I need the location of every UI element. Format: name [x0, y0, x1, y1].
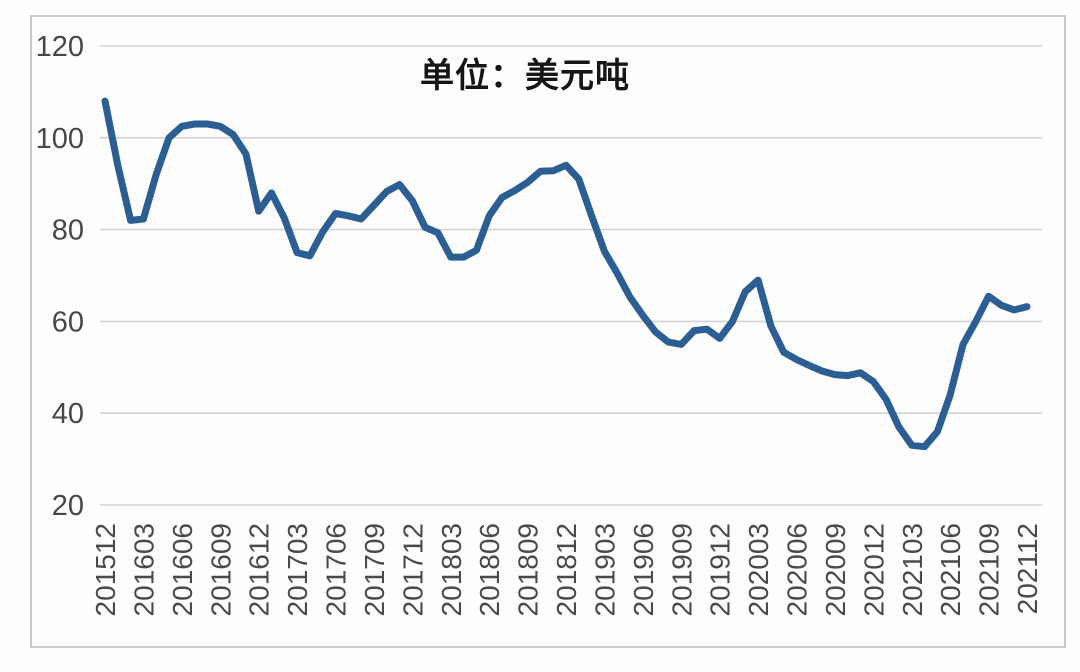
- x-tick-label: 201709: [359, 523, 390, 616]
- x-tick-label: 201609: [205, 523, 236, 616]
- x-tick-label: 202009: [820, 523, 851, 616]
- x-tick-label: 201703: [282, 523, 313, 616]
- y-tick-label: 100: [36, 123, 84, 155]
- y-tick-label: 20: [52, 490, 84, 522]
- x-tick-label: 201706: [321, 523, 352, 616]
- x-tick-label: 202003: [743, 523, 774, 616]
- x-tick-label: 201512: [90, 523, 121, 616]
- x-tick-label: 202006: [782, 523, 813, 616]
- x-tick-label: 201909: [666, 523, 697, 616]
- x-tick-label: 202112: [1012, 523, 1043, 614]
- x-tick-label: 201612: [244, 523, 275, 616]
- x-tick-label: 202106: [935, 523, 966, 616]
- x-tick-label: 201606: [167, 523, 198, 616]
- x-tick-label: 201912: [705, 523, 736, 616]
- price-line-series: [101, 97, 1031, 451]
- x-tick-label: 202103: [897, 523, 928, 616]
- x-tick-label: 201903: [589, 523, 620, 616]
- y-tick-label: 60: [52, 306, 84, 338]
- y-tick-label: 40: [52, 398, 84, 430]
- x-tick-label: 202109: [974, 523, 1005, 616]
- chart-title: 单位：美元吨: [420, 57, 630, 95]
- x-tick-label: 201812: [551, 523, 582, 616]
- x-tick-label: 201806: [474, 523, 505, 616]
- y-tick-label: 80: [52, 215, 84, 247]
- x-tick-label: 202012: [858, 523, 889, 616]
- x-tick-label: 201803: [436, 523, 467, 616]
- x-tick-label: 201906: [628, 523, 659, 616]
- x-tick-label: 201809: [513, 523, 544, 616]
- x-tick-label: 201603: [128, 523, 159, 616]
- y-tick-label: 120: [36, 31, 84, 63]
- x-tick-label: 201712: [397, 523, 428, 616]
